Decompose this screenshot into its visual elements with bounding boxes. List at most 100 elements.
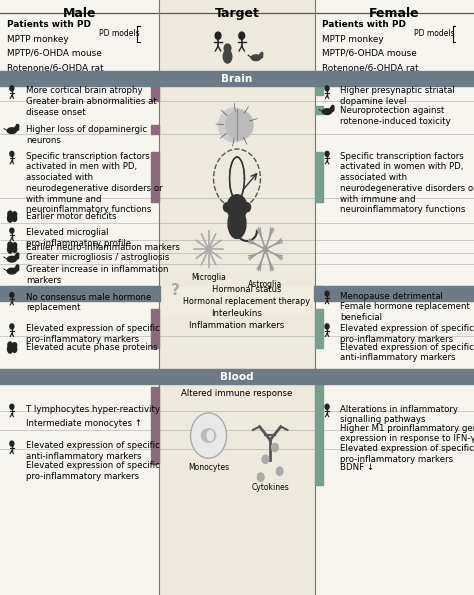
- Circle shape: [325, 86, 329, 91]
- Text: Elevated expression of specific
anti-inflammatory markers: Elevated expression of specific anti-inf…: [340, 343, 474, 362]
- Text: ?: ?: [171, 283, 180, 299]
- Circle shape: [263, 246, 268, 252]
- Circle shape: [325, 151, 329, 156]
- Text: Inflammation markers: Inflammation markers: [190, 321, 284, 330]
- Text: Elevated expression of specific
pro-inflammatory markers: Elevated expression of specific pro-infl…: [340, 324, 474, 344]
- Bar: [151, 86, 159, 101]
- Text: Neuroprotection against
rotenone-induced toxicity: Neuroprotection against rotenone-induced…: [340, 106, 451, 126]
- Text: MPTP monkey: MPTP monkey: [7, 35, 69, 43]
- Text: No consensus male hormone
replacement: No consensus male hormone replacement: [26, 293, 152, 312]
- Ellipse shape: [259, 54, 263, 58]
- Circle shape: [13, 343, 17, 347]
- Ellipse shape: [13, 246, 17, 252]
- Circle shape: [243, 203, 251, 212]
- Text: Rotenone/6-OHDA rat: Rotenone/6-OHDA rat: [322, 63, 419, 72]
- Text: Specific transcription factors
activated in men with PD,
associated with
neurode: Specific transcription factors activated…: [26, 152, 163, 214]
- Text: Earlier motor deficits: Earlier motor deficits: [26, 212, 117, 221]
- Bar: [0, 369, 474, 384]
- Circle shape: [16, 124, 19, 127]
- Text: Female: Female: [369, 7, 420, 20]
- Bar: [0, 71, 474, 86]
- Text: Patients with PD: Patients with PD: [7, 20, 91, 29]
- Circle shape: [16, 253, 19, 256]
- Circle shape: [10, 228, 14, 233]
- Bar: [315, 106, 323, 114]
- Text: Interleukins: Interleukins: [211, 309, 263, 318]
- Circle shape: [10, 441, 14, 446]
- Circle shape: [10, 324, 14, 329]
- Ellipse shape: [201, 429, 216, 442]
- Circle shape: [223, 203, 231, 212]
- Bar: [315, 86, 323, 95]
- Text: Alterations in inflammatory
signalling pathways: Alterations in inflammatory signalling p…: [340, 405, 458, 424]
- Text: MPTP/6-OHDA mouse: MPTP/6-OHDA mouse: [7, 49, 102, 58]
- Text: Hormonal replacement therapy: Hormonal replacement therapy: [183, 296, 310, 306]
- Text: Elevated expression of specific
pro-inflammatory markers: Elevated expression of specific pro-infl…: [26, 461, 160, 481]
- Circle shape: [272, 443, 278, 452]
- Ellipse shape: [7, 128, 17, 133]
- Text: Hormonal status: Hormonal status: [212, 284, 281, 294]
- Circle shape: [10, 292, 14, 298]
- Ellipse shape: [8, 345, 13, 353]
- Text: Elevated expression of specific
pro-inflammatory markers: Elevated expression of specific pro-infl…: [340, 444, 474, 464]
- Circle shape: [224, 44, 231, 52]
- Circle shape: [8, 211, 12, 217]
- Ellipse shape: [7, 268, 17, 274]
- Ellipse shape: [219, 108, 251, 142]
- Ellipse shape: [228, 208, 246, 239]
- Text: Cytokines: Cytokines: [251, 483, 289, 492]
- Circle shape: [13, 212, 17, 217]
- Text: Microglia: Microglia: [191, 273, 226, 281]
- Text: Higher M1 proinflammatory gene
expression in response to IFN-γ: Higher M1 proinflammatory gene expressio…: [340, 424, 474, 443]
- Ellipse shape: [15, 267, 18, 271]
- Text: Higher loss of dopaminergic
neurons: Higher loss of dopaminergic neurons: [26, 125, 147, 145]
- Text: Patients with PD: Patients with PD: [322, 20, 406, 29]
- Text: Elevated expression of specific
pro-inflammatory markers: Elevated expression of specific pro-infl…: [26, 324, 160, 344]
- Circle shape: [325, 324, 329, 329]
- Text: BDNF ↓: BDNF ↓: [340, 463, 374, 472]
- Bar: [159, 0, 315, 595]
- Text: Higher presynaptic striatal
dopamine level: Higher presynaptic striatal dopamine lev…: [340, 86, 455, 106]
- Ellipse shape: [8, 245, 13, 253]
- Bar: [315, 309, 323, 348]
- Text: PD models: PD models: [99, 29, 140, 39]
- Circle shape: [276, 467, 283, 475]
- Ellipse shape: [8, 214, 13, 222]
- Text: MPTP monkey: MPTP monkey: [322, 35, 384, 43]
- Circle shape: [8, 242, 12, 248]
- Bar: [315, 152, 323, 202]
- Text: Brain: Brain: [221, 74, 253, 84]
- Bar: [151, 125, 159, 134]
- Circle shape: [10, 151, 14, 156]
- Circle shape: [10, 86, 14, 91]
- Text: Earlier neuro-inflammation markers: Earlier neuro-inflammation markers: [26, 243, 180, 252]
- Text: Greater increase in inflammation
markers: Greater increase in inflammation markers: [26, 265, 169, 285]
- Bar: [151, 387, 159, 464]
- Bar: [161, 285, 313, 315]
- Text: Astroglia: Astroglia: [248, 280, 283, 289]
- Text: Elevated expression of specific
anti-inflammatory markers: Elevated expression of specific anti-inf…: [26, 441, 160, 461]
- Ellipse shape: [322, 109, 332, 114]
- Circle shape: [227, 195, 247, 220]
- Bar: [151, 293, 159, 298]
- Text: Elevated microglial
pro-inflammatory profile: Elevated microglial pro-inflammatory pro…: [26, 228, 131, 248]
- Text: Intermediate monocytes ↑: Intermediate monocytes ↑: [26, 419, 142, 428]
- Ellipse shape: [7, 256, 17, 262]
- Circle shape: [331, 105, 334, 108]
- Ellipse shape: [330, 107, 334, 112]
- Circle shape: [257, 473, 264, 481]
- Text: Blood: Blood: [220, 372, 254, 382]
- Circle shape: [215, 32, 221, 39]
- Circle shape: [10, 404, 14, 409]
- Ellipse shape: [251, 55, 261, 61]
- Text: Rotenone/6-OHDA rat: Rotenone/6-OHDA rat: [7, 63, 104, 72]
- Bar: [315, 384, 323, 485]
- Ellipse shape: [13, 346, 17, 352]
- Text: MPTP/6-OHDA mouse: MPTP/6-OHDA mouse: [322, 49, 417, 58]
- Circle shape: [262, 455, 269, 464]
- Text: More cortical brain atrophy
Greater brain abnormalities at
disease onset: More cortical brain atrophy Greater brai…: [26, 86, 157, 117]
- Circle shape: [16, 265, 19, 268]
- Ellipse shape: [207, 430, 213, 441]
- Text: T lymphocytes hyper-reactivity: T lymphocytes hyper-reactivity: [26, 405, 160, 414]
- Text: Greater microgliosis / astrogliosis: Greater microgliosis / astrogliosis: [26, 253, 169, 262]
